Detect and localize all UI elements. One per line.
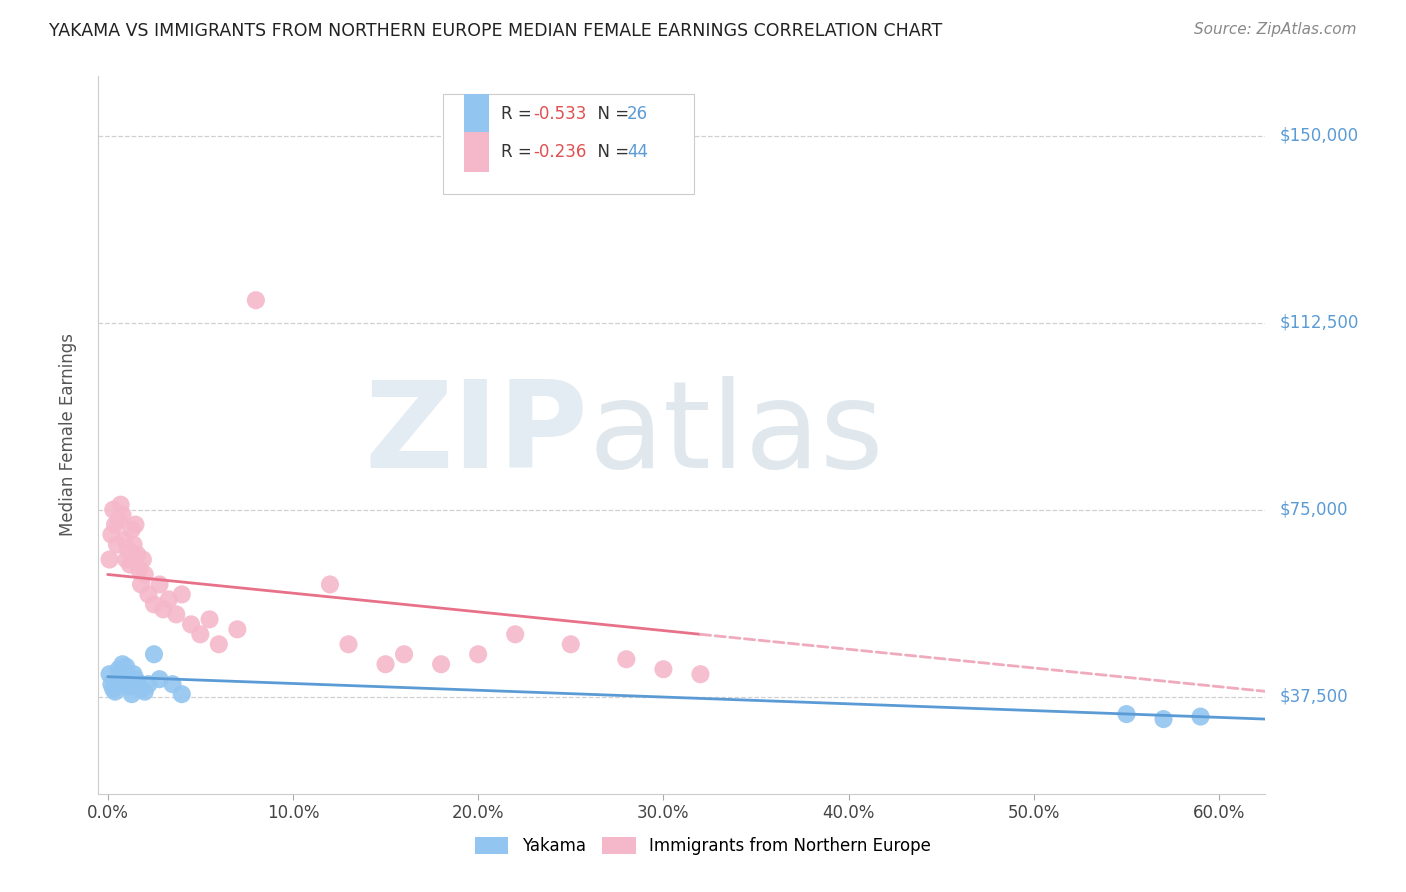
Point [118,558,141,572]
FancyBboxPatch shape [464,95,489,134]
Text: N =: N = [588,105,634,123]
Point [152,602,174,616]
Point [170,687,193,701]
Point [560,637,582,651]
Point [115,552,138,566]
Point [122,667,145,681]
Point [110,498,132,512]
Point [122,537,145,551]
Point [1153,712,1175,726]
Point [124,672,146,686]
Point [103,682,125,697]
Text: -0.533: -0.533 [534,105,588,123]
Point [165,607,187,622]
Text: atlas: atlas [589,376,884,493]
Legend: Yakama, Immigrants from Northern Europe: Yakama, Immigrants from Northern Europe [468,830,938,862]
Point [148,577,170,591]
Point [127,548,149,562]
Point [198,612,221,626]
Point [110,665,132,679]
Point [188,627,211,641]
Point [430,657,453,672]
Point [121,523,143,537]
Point [117,542,139,557]
Point [112,670,135,684]
Point [143,647,166,661]
Text: 26: 26 [627,105,648,123]
Point [117,677,139,691]
Point [111,508,134,522]
Point [121,687,143,701]
Point [208,637,231,651]
Point [134,684,156,698]
Text: ZIP: ZIP [364,376,589,493]
Point [143,598,166,612]
Text: $112,500: $112,500 [1279,314,1358,332]
Point [103,502,125,516]
Point [226,623,249,637]
Point [104,517,127,532]
Point [392,647,415,661]
Point [107,662,129,676]
Text: R =: R = [501,143,537,161]
Point [98,552,121,566]
Text: $37,500: $37,500 [1279,688,1348,706]
Point [180,617,202,632]
Point [157,592,180,607]
Point [129,577,152,591]
Text: -0.236: -0.236 [534,143,588,161]
Point [689,667,711,681]
Text: N =: N = [588,143,634,161]
Text: R =: R = [501,105,537,123]
Point [337,637,360,651]
Point [134,567,156,582]
Point [112,533,135,547]
Point [170,587,193,601]
Point [138,587,160,601]
Point [374,657,396,672]
Text: 44: 44 [627,143,648,161]
Point [124,517,146,532]
FancyBboxPatch shape [464,132,489,171]
Point [115,659,138,673]
Point [148,672,170,686]
Text: $150,000: $150,000 [1279,127,1358,145]
Point [128,562,150,576]
Point [132,552,155,566]
Point [1115,707,1137,722]
Point [107,513,129,527]
Text: YAKAMA VS IMMIGRANTS FROM NORTHERN EUROPE MEDIAN FEMALE EARNINGS CORRELATION CHA: YAKAMA VS IMMIGRANTS FROM NORTHERN EUROP… [49,22,942,40]
Point [162,677,184,691]
Y-axis label: Median Female Earnings: Median Female Earnings [59,334,77,536]
Text: $75,000: $75,000 [1279,500,1348,518]
Point [245,293,267,308]
Point [1189,709,1212,723]
Point [104,684,127,698]
Point [319,577,342,591]
Point [100,527,122,541]
Point [129,682,152,697]
FancyBboxPatch shape [443,94,693,194]
Point [127,674,149,689]
Point [118,680,141,694]
Point [467,647,489,661]
Point [614,652,637,666]
Point [138,677,160,691]
Point [98,667,121,681]
Point [100,677,122,691]
Point [652,662,675,676]
Text: Source: ZipAtlas.com: Source: ZipAtlas.com [1194,22,1357,37]
Point [503,627,526,641]
Point [105,672,128,686]
Point [111,657,134,672]
Point [105,537,128,551]
